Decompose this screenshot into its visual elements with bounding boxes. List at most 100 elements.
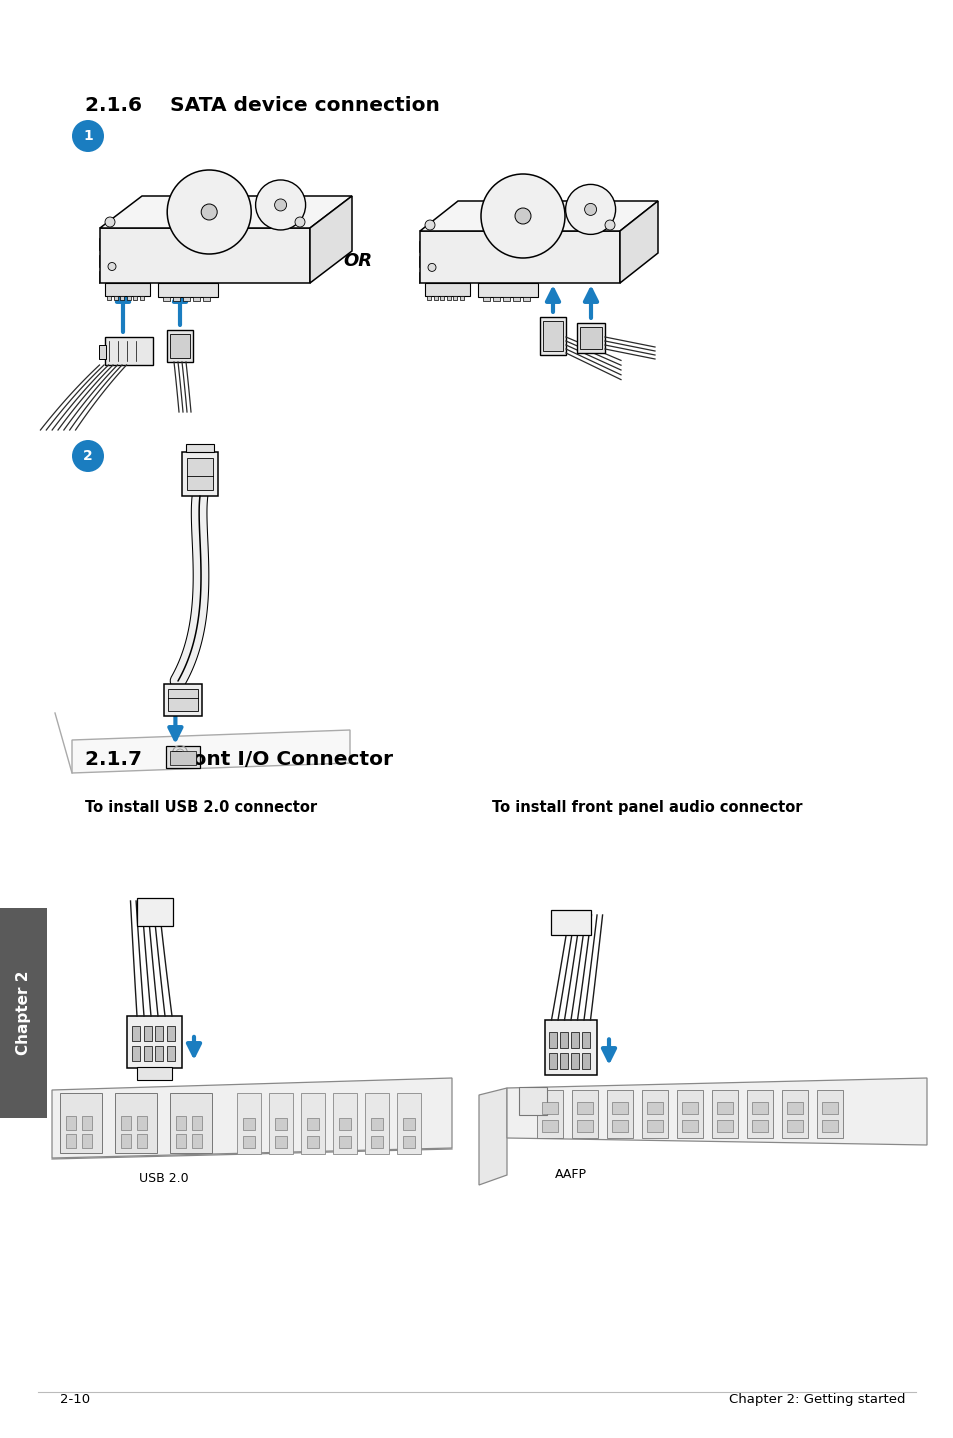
Bar xyxy=(127,1017,182,1068)
Bar xyxy=(402,1117,415,1130)
Bar xyxy=(522,298,530,301)
Bar xyxy=(559,1053,567,1068)
Bar xyxy=(274,1136,287,1148)
Text: Chapter 2: Getting started: Chapter 2: Getting started xyxy=(729,1393,905,1406)
Polygon shape xyxy=(100,196,352,229)
Bar xyxy=(711,1090,738,1137)
Bar xyxy=(307,1136,318,1148)
Text: OR: OR xyxy=(343,252,373,270)
Bar xyxy=(572,1090,598,1137)
Bar xyxy=(581,1032,589,1048)
Bar xyxy=(137,1067,172,1080)
Polygon shape xyxy=(52,1078,452,1158)
Text: 2.1.7    Front I/O Connector: 2.1.7 Front I/O Connector xyxy=(85,751,393,769)
Bar xyxy=(82,1135,91,1148)
Bar xyxy=(786,1120,802,1132)
Text: To install front panel audio connector: To install front panel audio connector xyxy=(492,800,801,815)
Bar xyxy=(107,296,111,301)
Bar xyxy=(717,1120,732,1132)
Bar xyxy=(154,1045,163,1061)
Bar xyxy=(439,296,443,301)
Bar xyxy=(82,1116,91,1130)
Bar xyxy=(821,1120,837,1132)
Bar xyxy=(121,1135,131,1148)
Bar xyxy=(539,316,565,355)
Bar xyxy=(121,1116,131,1130)
FancyBboxPatch shape xyxy=(115,1093,157,1153)
Bar xyxy=(816,1090,842,1137)
Bar xyxy=(143,1045,152,1061)
Circle shape xyxy=(424,220,435,230)
Bar xyxy=(168,689,198,710)
Bar xyxy=(167,1025,174,1041)
Bar xyxy=(541,1102,558,1114)
Bar xyxy=(681,1120,698,1132)
Circle shape xyxy=(428,263,436,272)
Bar xyxy=(187,457,213,490)
Bar xyxy=(402,1136,415,1148)
Bar xyxy=(424,283,470,296)
Bar xyxy=(0,907,47,1117)
Circle shape xyxy=(274,198,286,211)
Bar xyxy=(786,1102,802,1114)
Circle shape xyxy=(604,220,615,230)
FancyBboxPatch shape xyxy=(396,1093,420,1155)
Bar xyxy=(717,1102,732,1114)
Circle shape xyxy=(255,180,305,230)
Bar xyxy=(170,334,190,358)
Circle shape xyxy=(584,203,596,216)
Bar xyxy=(571,1032,578,1048)
Bar xyxy=(821,1102,837,1114)
Bar xyxy=(781,1090,807,1137)
Bar xyxy=(120,296,124,301)
Bar xyxy=(158,283,218,298)
Bar xyxy=(136,897,172,926)
Bar xyxy=(175,1135,186,1148)
Text: 2: 2 xyxy=(83,449,92,463)
Bar xyxy=(371,1136,382,1148)
Bar xyxy=(105,283,150,296)
Bar xyxy=(243,1117,254,1130)
Text: AAFP: AAFP xyxy=(555,1168,586,1181)
Bar xyxy=(66,1135,76,1148)
Bar xyxy=(113,296,117,301)
Text: To install USB 2.0 connector: To install USB 2.0 connector xyxy=(85,800,316,815)
Bar xyxy=(641,1090,667,1137)
Bar xyxy=(542,321,562,351)
Bar xyxy=(551,910,590,935)
Bar xyxy=(559,1032,567,1048)
Bar xyxy=(571,1053,578,1068)
Bar xyxy=(371,1117,382,1130)
Bar xyxy=(579,326,601,349)
Polygon shape xyxy=(310,196,352,283)
Bar xyxy=(482,298,490,301)
Bar xyxy=(127,296,131,301)
Bar xyxy=(746,1090,772,1137)
Bar xyxy=(518,1087,546,1114)
Bar xyxy=(338,1136,351,1148)
Bar xyxy=(139,296,143,301)
Bar xyxy=(577,1120,593,1132)
Circle shape xyxy=(565,184,615,234)
Polygon shape xyxy=(619,201,658,283)
Text: 2.1.6    SATA device connection: 2.1.6 SATA device connection xyxy=(85,96,439,115)
Bar xyxy=(132,296,137,301)
Polygon shape xyxy=(419,201,658,232)
Circle shape xyxy=(294,217,305,227)
Circle shape xyxy=(201,204,217,220)
FancyBboxPatch shape xyxy=(333,1093,356,1155)
Bar xyxy=(548,1032,557,1048)
Bar xyxy=(274,1117,287,1130)
Bar xyxy=(646,1120,662,1132)
Bar xyxy=(132,1045,140,1061)
FancyBboxPatch shape xyxy=(365,1093,389,1155)
Bar xyxy=(143,1025,152,1041)
Bar xyxy=(167,1045,174,1061)
FancyBboxPatch shape xyxy=(60,1093,102,1153)
Bar xyxy=(459,296,463,301)
Polygon shape xyxy=(506,1078,926,1145)
Bar xyxy=(681,1102,698,1114)
Text: Chapter 2: Chapter 2 xyxy=(16,971,30,1055)
Bar xyxy=(513,298,519,301)
Circle shape xyxy=(108,263,116,270)
